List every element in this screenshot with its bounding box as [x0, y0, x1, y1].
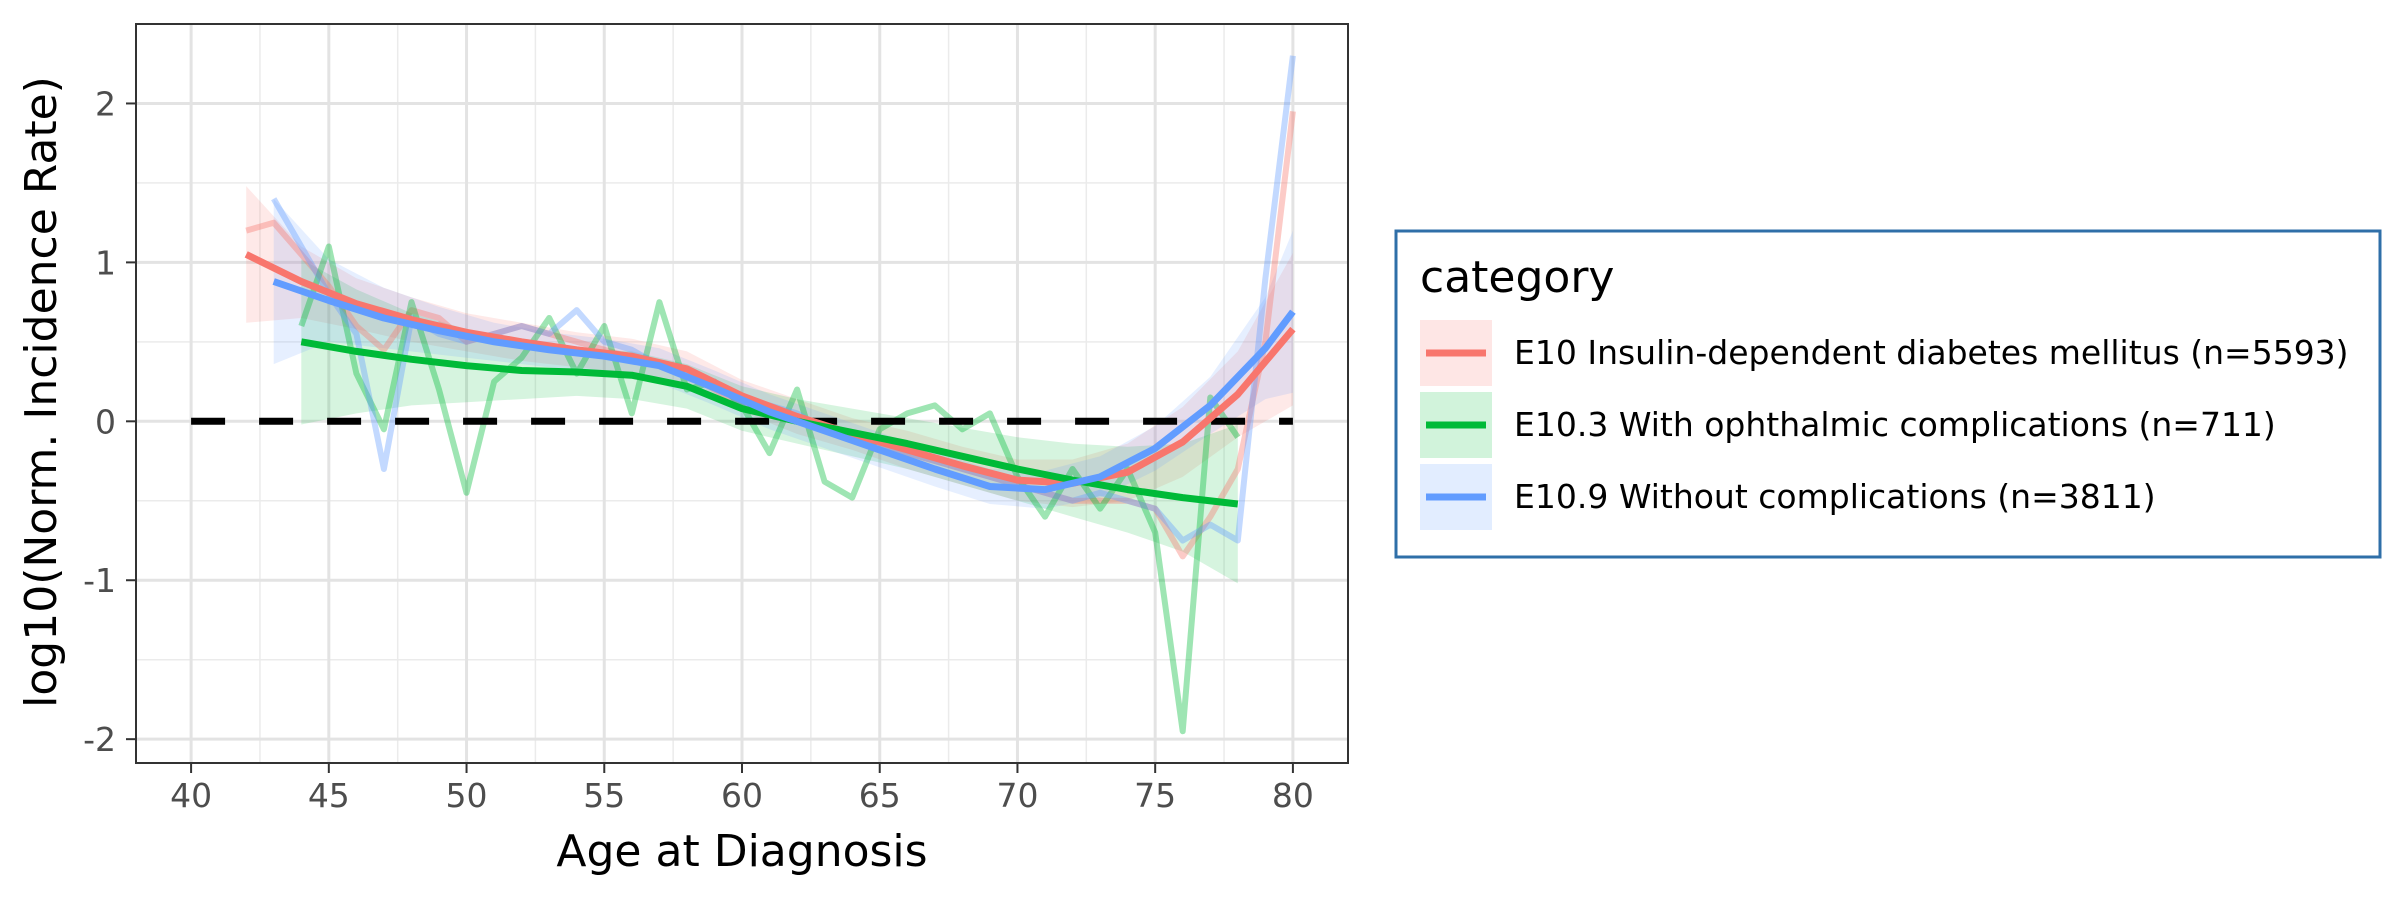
y-tick-label: -2 — [83, 720, 116, 759]
legend: category E10 Insulin-dependent diabetes … — [1394, 229, 2382, 559]
smooth-series-line — [272, 278, 1296, 494]
x-tick-label: 75 — [1134, 776, 1176, 815]
confidence-band — [301, 259, 1238, 584]
x-tick-label: 55 — [583, 776, 625, 815]
y-tick-label: -1 — [83, 561, 116, 600]
axes: Age at Diagnosis log10(Norm. Incidence R… — [16, 76, 1314, 877]
x-tick-label: 80 — [1272, 776, 1314, 815]
y-axis-title: log10(Norm. Incidence Rate) — [16, 76, 67, 708]
legend-box — [1394, 229, 2382, 559]
legend-title: category — [1420, 252, 1614, 303]
confidence-band — [246, 186, 1293, 508]
data-layer — [191, 55, 1296, 735]
smooth-series-line — [244, 251, 1296, 487]
y-tick-label: 0 — [95, 402, 116, 441]
x-axis-title: Age at Diagnosis — [556, 826, 927, 877]
legend-entry-label: E10.9 Without complications (n=3811) — [1514, 477, 2156, 516]
x-tick-label: 65 — [859, 776, 901, 815]
y-tick-label: 1 — [95, 243, 116, 282]
x-tick-label: 60 — [721, 776, 763, 815]
x-tick-label: 50 — [446, 776, 488, 815]
plot-area — [135, 23, 1349, 764]
y-tick-label: 2 — [95, 84, 116, 123]
x-tick-label: 45 — [308, 776, 350, 815]
legend-entry-label: E10.3 With ophthalmic complications (n=7… — [1514, 405, 2276, 444]
x-tick-label: 40 — [170, 776, 212, 815]
confidence-band — [273, 198, 1293, 509]
legend-entry-label: E10 Insulin-dependent diabetes mellitus … — [1514, 333, 2349, 372]
x-tick-label: 70 — [996, 776, 1038, 815]
